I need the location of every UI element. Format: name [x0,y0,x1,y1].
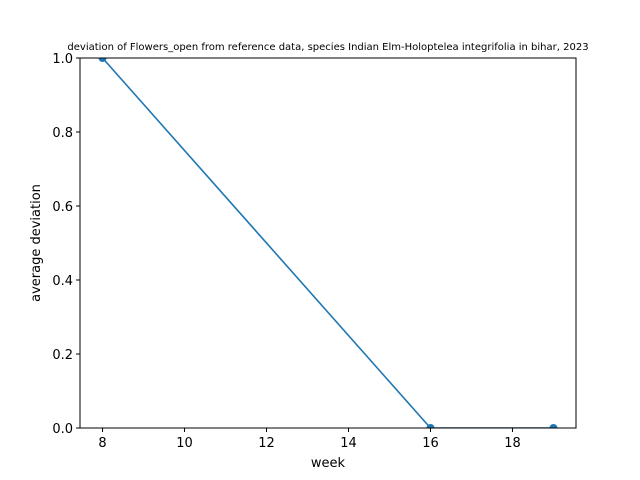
x-tick-label: 8 [98,436,106,451]
x-axis: 8 10 12 14 16 18 [98,428,521,451]
data-point [98,58,107,62]
y-tick-label: 0.0 [52,422,73,437]
y-tick-label: 0.8 [52,126,73,141]
x-tick-label: 10 [176,436,193,451]
chart-title: deviation of Flowers_open from reference… [67,42,588,53]
plot-area [98,58,558,428]
y-tick-label: 0.2 [52,348,73,363]
plot-frame [79,57,577,429]
x-tick-label: 16 [422,436,439,451]
y-axis-label: average deviation [29,184,44,302]
x-axis-label: week [311,456,346,471]
y-tick-label: 0.6 [52,200,73,215]
y-axis: 0.0 0.2 0.4 0.6 0.8 1.0 [52,52,80,437]
data-point [426,424,435,428]
x-tick-label: 12 [258,436,275,451]
x-tick-label: 14 [340,436,357,451]
x-tick-label: 18 [504,436,521,451]
series-line [101,58,554,428]
y-tick-label: 0.4 [52,274,73,289]
series-group [98,58,558,428]
data-point [549,424,558,428]
y-tick-label: 1.0 [52,52,73,67]
